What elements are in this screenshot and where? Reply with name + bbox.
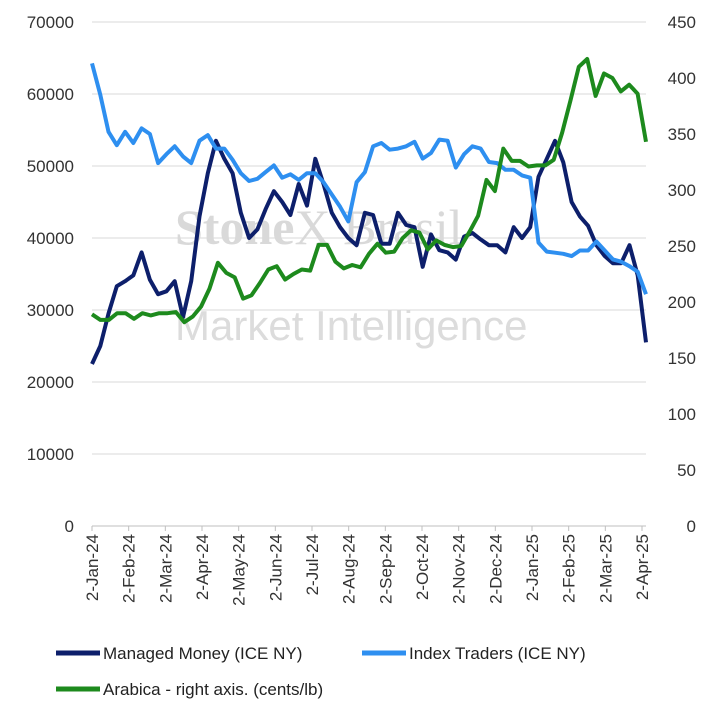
y-right-tick-label: 200: [668, 293, 696, 312]
axes: 0 10000 20000 30000 40000 50000 60000 70000 0 50 1…: [27, 13, 696, 606]
y-left-tick-label: 10000: [27, 445, 74, 464]
series-lines: [90, 57, 648, 365]
x-tick-label: 2-Jan-25: [523, 534, 542, 601]
x-tick-label: 2-Oct-24: [413, 534, 432, 600]
x-tick-label: 2-May-24: [230, 534, 249, 606]
x-tick-label: 2-Nov-24: [450, 534, 469, 604]
y-left-tick-label: 70000: [27, 13, 74, 32]
x-tick-label: 2-Jun-24: [266, 534, 285, 601]
watermark-subtitle: Market Intelligence: [175, 302, 528, 349]
x-tick-label: 2-Jan-24: [83, 534, 102, 601]
watermark-brand-bold: Stone: [175, 199, 294, 255]
y-left-tick-label: 20000: [27, 373, 74, 392]
legend-label-index-traders: Index Traders (ICE NY): [409, 644, 586, 663]
x-tick-label: 2-Jul-24: [303, 534, 322, 595]
y-right-tick-label: 50: [677, 461, 696, 480]
y-right-tick-label: 150: [668, 349, 696, 368]
y-right-tick-label: 300: [668, 181, 696, 200]
x-tick-label: 2-Dec-24: [486, 534, 505, 604]
legend-item-index-traders: Index Traders (ICE NY): [362, 644, 586, 663]
y-left-tick-label: 0: [65, 517, 74, 536]
series-line-0: [90, 138, 648, 365]
legend-item-arabica: Arabica - right axis. (cents/lb): [56, 680, 323, 699]
y-right-tick-label: 0: [687, 517, 696, 536]
y-right-tick-label: 100: [668, 405, 696, 424]
y-left-tick-label: 30000: [27, 301, 74, 320]
x-tick-label: 2-Feb-24: [120, 534, 139, 603]
x-tick-label: 2-Feb-25: [560, 534, 579, 603]
y-left-tick-label: 40000: [27, 229, 74, 248]
legend-label-arabica: Arabica - right axis. (cents/lb): [103, 680, 323, 699]
y-right-tick-label: 450: [668, 13, 696, 32]
x-tick-label: 2-Sep-24: [376, 534, 395, 604]
y-right-tick-label: 400: [668, 69, 696, 88]
legend-label-managed-money: Managed Money (ICE NY): [103, 644, 302, 663]
y-left-tick-label: 50000: [27, 157, 74, 176]
y-right-tick-label: 350: [668, 125, 696, 144]
legend-item-managed-money: Managed Money (ICE NY): [56, 644, 302, 663]
x-tick-label: 2-Mar-25: [596, 534, 615, 603]
series-line-1: [90, 62, 648, 295]
x-tick-label: 2-Apr-25: [633, 534, 652, 600]
x-tick-label: 2-Apr-24: [193, 534, 212, 600]
y-right-tick-label: 250: [668, 237, 696, 256]
legend: Managed Money (ICE NY) Index Traders (IC…: [56, 644, 586, 699]
series-line-2: [90, 57, 648, 325]
x-tick-label: 2-Aug-24: [340, 534, 359, 604]
y-left-tick-label: 60000: [27, 85, 74, 104]
grid-lines: [92, 21, 646, 527]
x-tick-label: 2-Mar-24: [156, 534, 175, 603]
